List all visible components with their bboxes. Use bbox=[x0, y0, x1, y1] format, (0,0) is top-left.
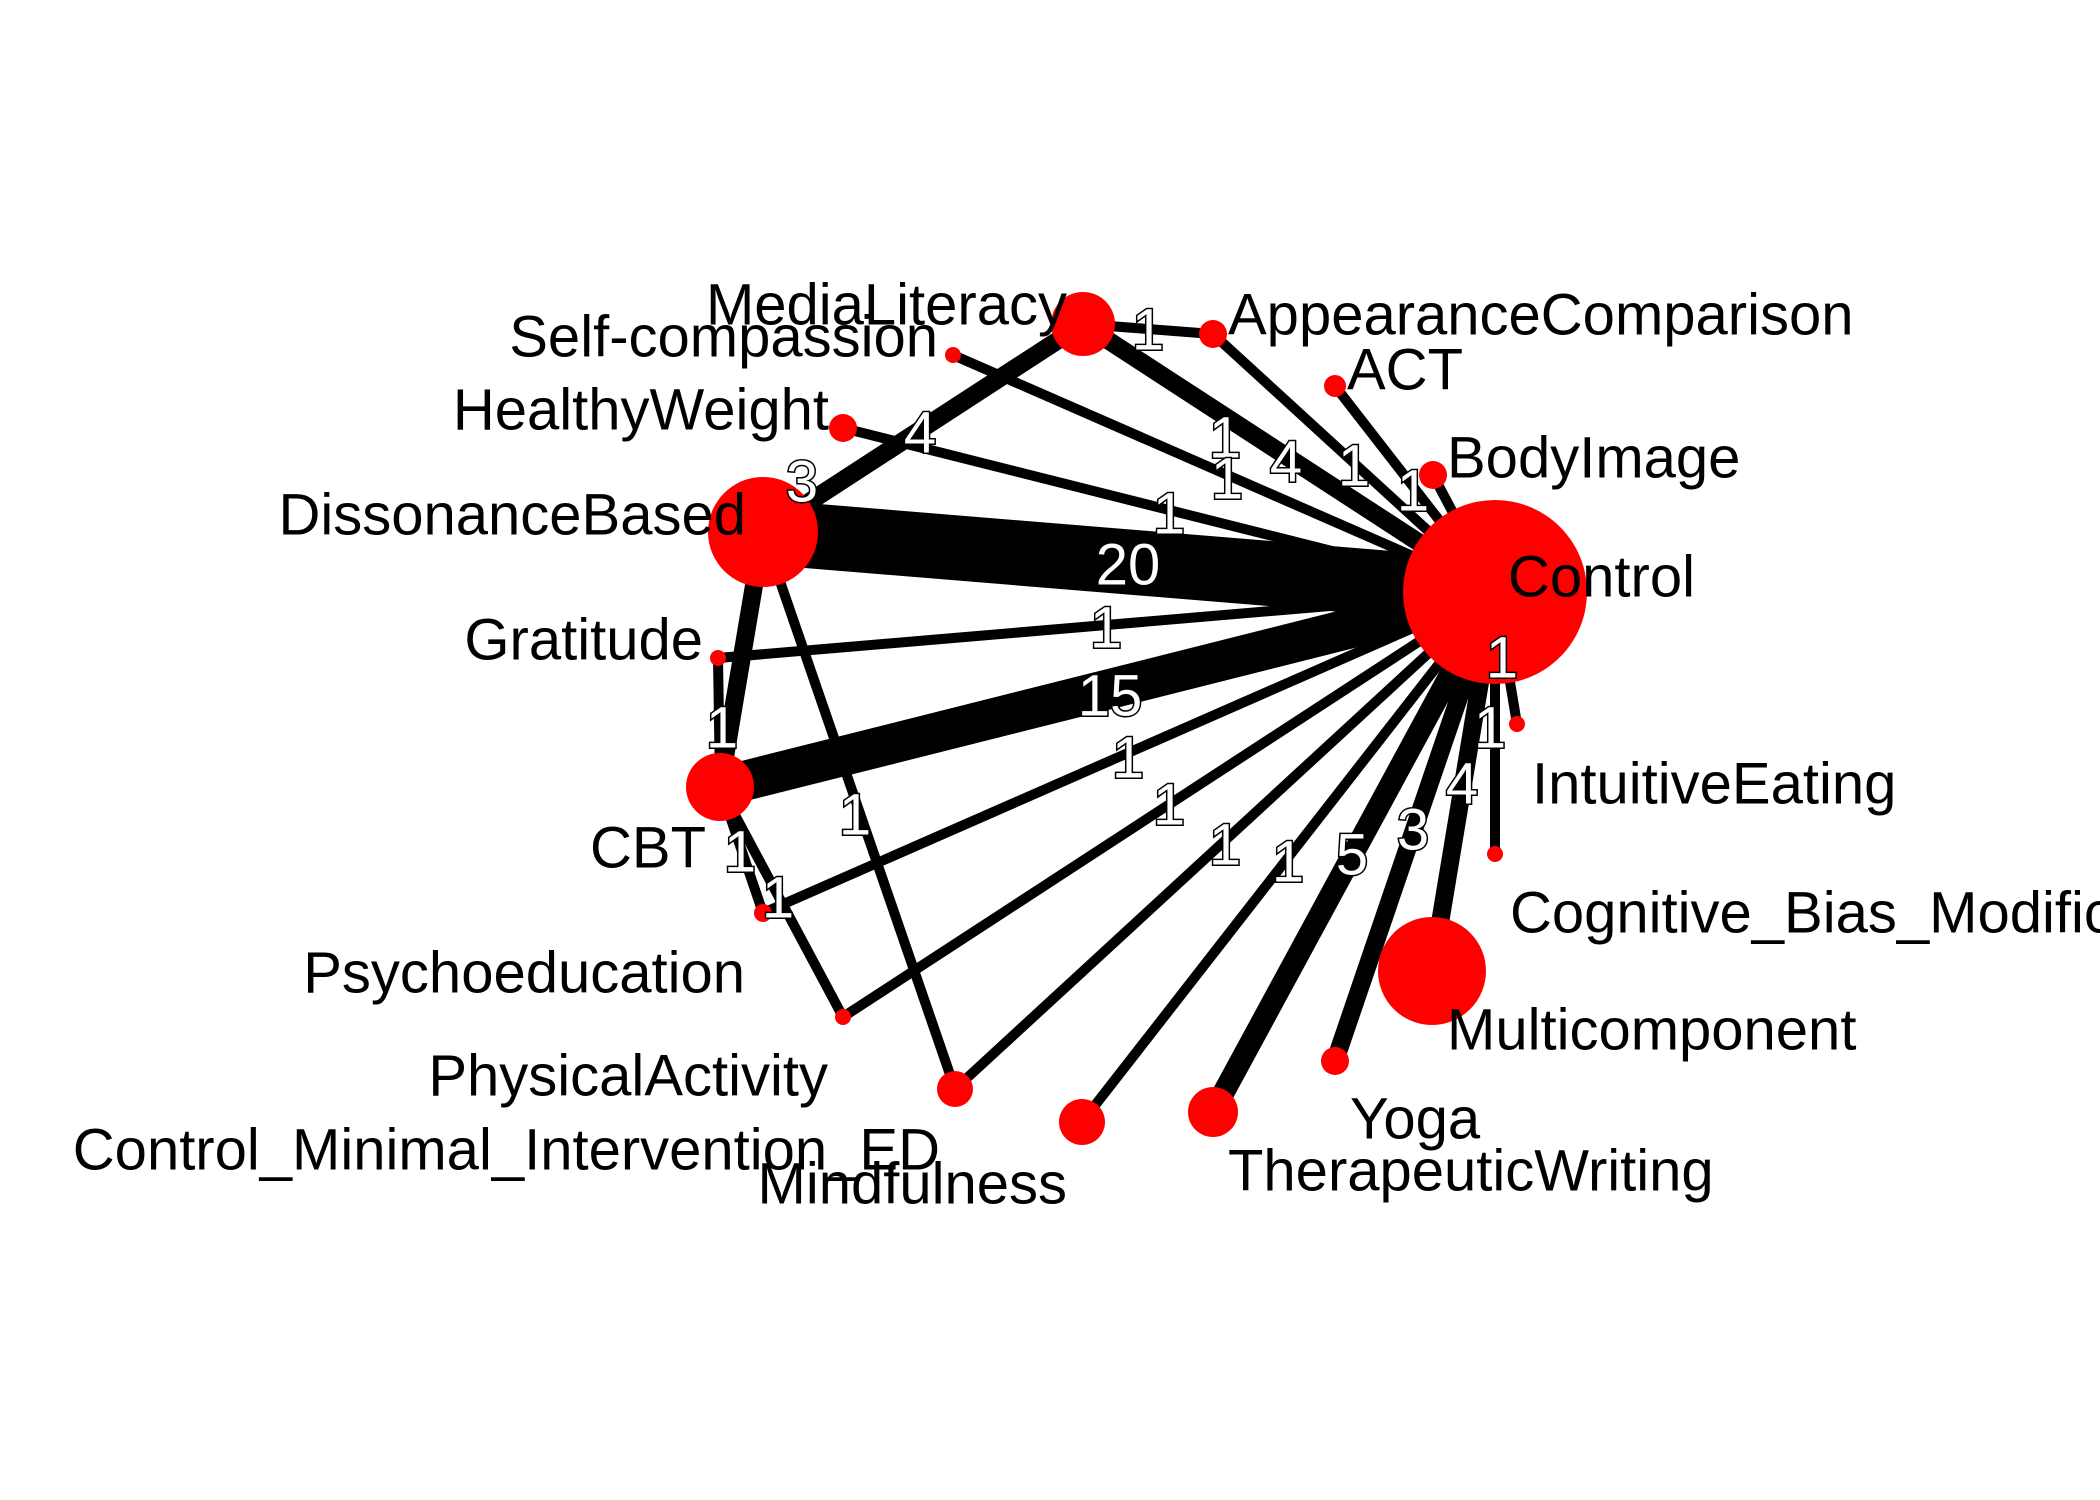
edge-label-Yoga-Control: 3 bbox=[1397, 798, 1429, 863]
node-Mindfulness bbox=[1059, 1099, 1105, 1145]
node-label-BodyImage: BodyImage bbox=[1447, 426, 1740, 491]
node-Control_Minimal_Intervention_ED bbox=[937, 1071, 973, 1107]
node-label-TherapeuticWriting: TherapeuticWriting bbox=[1228, 1139, 1714, 1204]
edge-TherapeuticWriting-Control bbox=[1203, 586, 1505, 1118]
edge-Gratitude-Control bbox=[717, 587, 1496, 663]
edge-label-ACT-Control: 1 bbox=[1397, 459, 1429, 524]
node-label-Cognitive_Bias_Modification: Cognitive_Bias_Modification bbox=[1510, 881, 2100, 946]
node-Cognitive_Bias_Modification bbox=[1487, 846, 1503, 862]
edge-label-Control_Minimal_Intervention_ED-Control: 1 bbox=[1209, 813, 1241, 878]
node-label-Multicomponent: Multicomponent bbox=[1447, 998, 1856, 1063]
edges-layer bbox=[711, 316, 1522, 1126]
node-ACT bbox=[1324, 375, 1346, 397]
node-CBT bbox=[686, 753, 754, 821]
edge-label-MediaLiteracy-AppearanceComparison: 1 bbox=[1132, 298, 1164, 363]
node-Self-compassion bbox=[945, 347, 961, 363]
node-HealthyWeight bbox=[829, 414, 857, 442]
edge-label-Psychoeducation-Control: 1 bbox=[1112, 726, 1144, 791]
edge-label-MediaLiteracy-DissonanceBased: 4 bbox=[904, 401, 936, 466]
edge-Self-compassion-Control bbox=[950, 350, 1498, 597]
node-label-IntuitiveEating: IntuitiveEating bbox=[1532, 752, 1896, 817]
node-Multicomponent bbox=[1378, 917, 1486, 1025]
node-DissonanceBased bbox=[708, 477, 818, 587]
node-label-ACT: ACT bbox=[1347, 338, 1463, 403]
edge-CBT-PhysicalActivity bbox=[715, 784, 848, 1020]
node-BodyImage bbox=[1419, 461, 1447, 489]
nodes-layer bbox=[686, 292, 1587, 1145]
edge-label-Gratitude-CBT: 1 bbox=[706, 696, 738, 761]
node-label-DissonanceBased: DissonanceBased bbox=[278, 483, 746, 548]
node-label-Control_Minimal_Intervention_ED: Control_Minimal_Intervention_ED bbox=[73, 1118, 940, 1183]
node-Yoga bbox=[1321, 1047, 1349, 1075]
edge-HealthyWeight-Control bbox=[841, 423, 1497, 597]
node-label-Psychoeducation: Psychoeducation bbox=[303, 941, 745, 1006]
node-TherapeuticWriting bbox=[1188, 1087, 1238, 1137]
edge-label-DissonanceBased-CBT: 3 bbox=[786, 450, 818, 515]
node-MediaLiteracy bbox=[1051, 292, 1115, 356]
edge-label-BodyImage-Control: 1 bbox=[1486, 626, 1518, 691]
node-label-MediaLiteracy: MediaLiteracy bbox=[706, 273, 1067, 338]
edge-Mindfulness-Control bbox=[1078, 588, 1499, 1126]
edge-Control_Minimal_Intervention_ED-Control bbox=[951, 588, 1499, 1093]
node-AppearanceComparison bbox=[1199, 320, 1227, 348]
edge-label-DissonanceBased-Control_Minimal_Intervention_ED: 1 bbox=[839, 783, 871, 848]
edge-label-Self-compassion-Control: 1 bbox=[1211, 447, 1243, 512]
edge-Psychoeducation-Control bbox=[760, 587, 1498, 918]
node-Control bbox=[1403, 500, 1587, 684]
edge-MediaLiteracy-DissonanceBased bbox=[758, 316, 1088, 540]
edge-label-Gratitude-Control: 1 bbox=[1090, 596, 1122, 661]
node-PhysicalActivity bbox=[835, 1009, 851, 1025]
edge-label-DissonanceBased-Control: 20 bbox=[1096, 533, 1161, 598]
edge-label-IntuitiveEating-Control: 1 bbox=[1474, 696, 1506, 761]
edge-label-CBT-Psychoeducation: 1 bbox=[724, 820, 756, 885]
edge-label-HealthyWeight-Control: 1 bbox=[1153, 482, 1185, 547]
node-label-Control: Control bbox=[1508, 545, 1695, 610]
edge-label-Mindfulness-Control: 1 bbox=[1272, 830, 1304, 895]
node-label-Mindfulness: Mindfulness bbox=[758, 1152, 1067, 1217]
edge-CBT-Control bbox=[715, 572, 1500, 807]
edge-PhysicalActivity-Control bbox=[840, 587, 1498, 1022]
node-label-HealthyWeight: HealthyWeight bbox=[453, 378, 829, 443]
node-label-CBT: CBT bbox=[590, 816, 706, 881]
edge-label-CBT-Control: 15 bbox=[1078, 664, 1143, 729]
edge-label-Cognitive_Bias_Modification-Control: 1 bbox=[1209, 406, 1241, 471]
edge-label-Multicomponent-Control: 4 bbox=[1446, 752, 1478, 817]
edge-label-TherapeuticWriting-Control: 5 bbox=[1336, 823, 1368, 888]
node-label-Gratitude: Gratitude bbox=[464, 608, 703, 673]
edge-label-CBT-PhysicalActivity: 1 bbox=[762, 866, 794, 931]
edge-DissonanceBased-Control bbox=[760, 499, 1498, 625]
edge-DissonanceBased-Control_Minimal_Intervention_ED bbox=[758, 530, 960, 1091]
edge-label-AppearanceComparison-Control: 1 bbox=[1338, 434, 1370, 499]
node-Gratitude bbox=[710, 650, 726, 666]
node-label-Self-compassion: Self-compassion bbox=[509, 305, 938, 370]
edge-label-MediaLiteracy-Control: 4 bbox=[1270, 430, 1302, 495]
node-label-Yoga: Yoga bbox=[1350, 1087, 1481, 1152]
node-IntuitiveEating bbox=[1509, 716, 1525, 732]
node-Psychoeducation bbox=[754, 904, 772, 922]
edge-label-PhysicalActivity-Control: 1 bbox=[1153, 773, 1185, 838]
node-label-AppearanceComparison: AppearanceComparison bbox=[1228, 283, 1853, 348]
node-label-PhysicalActivity: PhysicalActivity bbox=[428, 1044, 828, 1109]
